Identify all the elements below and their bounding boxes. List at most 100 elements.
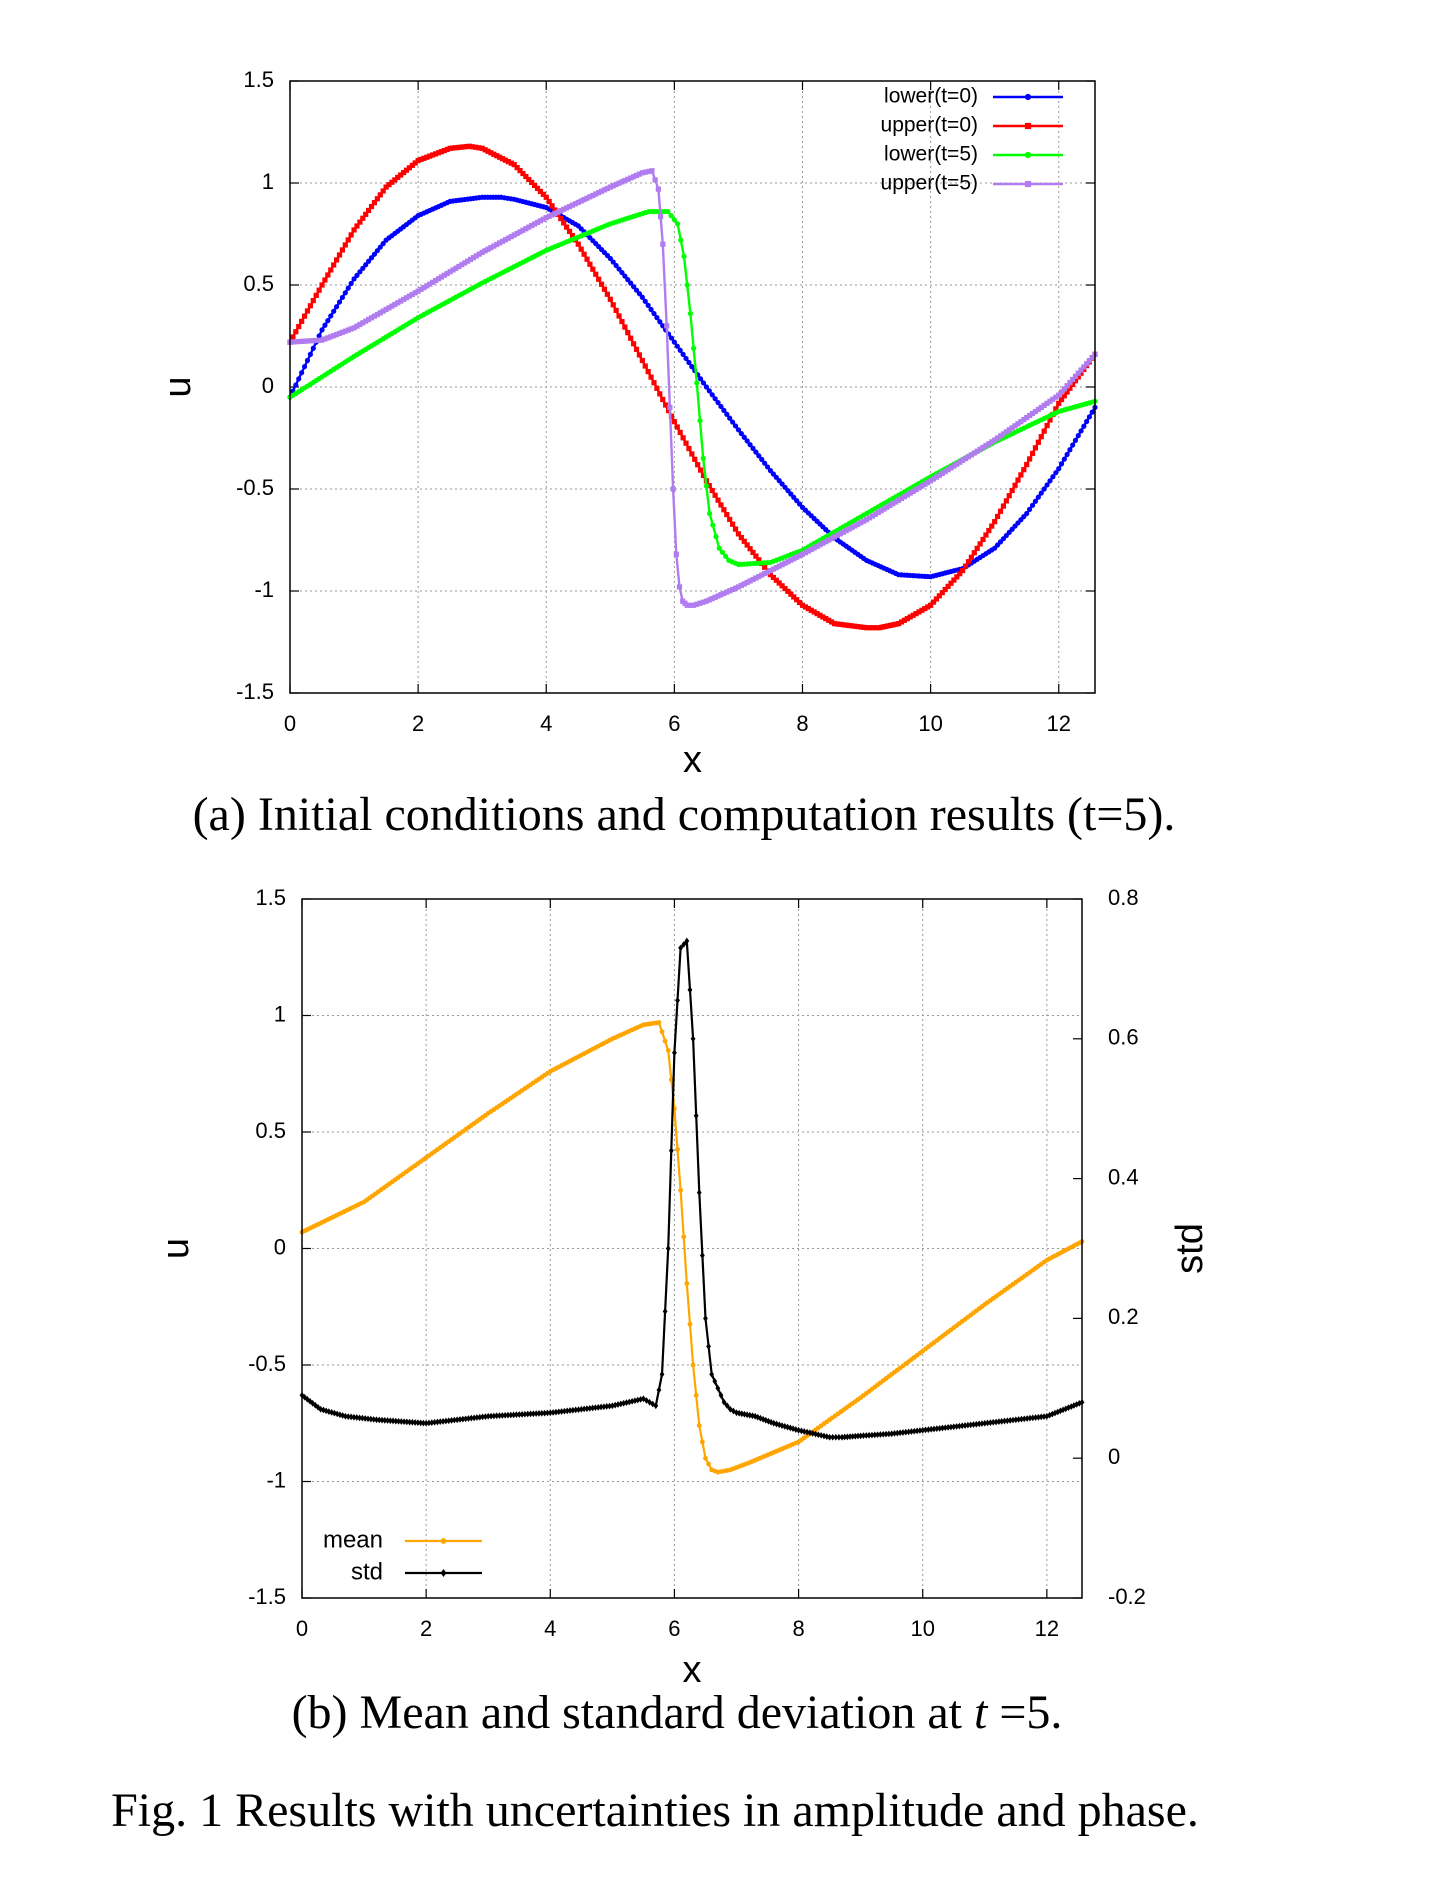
point-upper-t-0 xyxy=(1027,456,1033,462)
point-lower-t-0 xyxy=(732,423,739,429)
point-upper-t-5 xyxy=(735,584,742,590)
point-std xyxy=(440,1417,446,1425)
point-upper-t-5 xyxy=(290,339,296,345)
point-std xyxy=(351,1413,357,1421)
point-std xyxy=(968,1421,974,1429)
point-upper-t-0 xyxy=(808,607,814,613)
point-upper-t-0 xyxy=(590,266,596,272)
point-upper-t-5 xyxy=(616,180,622,186)
point-std xyxy=(376,1416,382,1424)
point-upper-t-5 xyxy=(558,208,564,214)
point-upper-t-5 xyxy=(1061,386,1067,392)
point-upper-t-0 xyxy=(677,429,683,436)
point-std xyxy=(940,1424,945,1432)
point-std xyxy=(818,1431,824,1439)
point-upper-t-5 xyxy=(829,535,835,542)
point-upper-t-5 xyxy=(517,229,523,235)
point-upper-t-0 xyxy=(861,624,867,630)
point-lower-t-0 xyxy=(339,294,346,301)
point-std xyxy=(1057,1407,1063,1415)
point-upper-t-0 xyxy=(453,145,459,151)
point-upper-t-0 xyxy=(663,402,669,408)
point-lower-t-0 xyxy=(642,298,648,304)
point-std xyxy=(415,1419,421,1427)
point-std xyxy=(1027,1414,1033,1422)
point-std xyxy=(559,1408,564,1415)
point-mean xyxy=(656,1020,662,1025)
point-std xyxy=(962,1422,968,1429)
point-std xyxy=(1038,1413,1044,1421)
point-upper-t-0 xyxy=(779,583,785,589)
point-upper-t-0 xyxy=(974,545,980,551)
point-upper-t-5 xyxy=(750,576,756,583)
point-std xyxy=(880,1430,886,1438)
point-upper-t-5 xyxy=(1024,415,1030,421)
point-upper-t-5 xyxy=(1089,354,1095,361)
point-upper-t-5 xyxy=(596,190,602,196)
point-upper-t-5 xyxy=(505,235,511,241)
point-upper-t-5 xyxy=(802,550,809,556)
point-upper-t-0 xyxy=(537,188,544,194)
point-upper-t-0 xyxy=(1038,434,1044,440)
point-upper-t-5 xyxy=(785,559,791,565)
point-upper-t-5 xyxy=(502,237,509,243)
point-mean xyxy=(684,1281,690,1286)
y2-tick-label: -0.2 xyxy=(1108,1584,1146,1609)
point-upper-t-5 xyxy=(1078,367,1084,373)
point-upper-t-0 xyxy=(1061,393,1067,399)
point-upper-t-5 xyxy=(962,455,969,462)
point-upper-t-5 xyxy=(590,192,596,199)
point-upper-t-5 xyxy=(293,339,299,345)
point-std xyxy=(570,1406,576,1414)
point-lower-t-5 xyxy=(707,510,713,517)
point-std xyxy=(312,1401,318,1409)
point-upper-t-0 xyxy=(668,413,675,419)
point-upper-t-0 xyxy=(1041,428,1047,434)
point-upper-t-5 xyxy=(762,570,768,577)
point-upper-t-5 xyxy=(799,551,806,557)
point-upper-t-0 xyxy=(333,257,340,263)
x-tick-label: 8 xyxy=(796,711,808,736)
point-upper-t-5 xyxy=(465,258,471,264)
point-upper-t-5 xyxy=(884,504,890,510)
point-upper-t-0 xyxy=(1067,385,1073,391)
point-upper-t-0 xyxy=(432,151,439,157)
point-upper-t-5 xyxy=(578,198,584,204)
point-upper-t-0 xyxy=(767,572,774,578)
point-upper-t-0 xyxy=(360,215,366,221)
point-lower-t-0 xyxy=(1029,502,1036,508)
point-upper-t-5 xyxy=(808,546,814,553)
point-upper-t-5 xyxy=(721,590,727,597)
point-upper-t-0 xyxy=(299,318,305,324)
point-upper-t-5 xyxy=(738,582,744,589)
y2-tick-label: 0.4 xyxy=(1108,1164,1139,1189)
point-lower-t-5 xyxy=(710,522,716,528)
point-upper-t-5 xyxy=(852,523,858,529)
point-upper-t-0 xyxy=(686,445,692,452)
point-upper-t-5 xyxy=(322,336,328,342)
point-std xyxy=(423,1419,429,1427)
point-std xyxy=(656,1386,662,1394)
legend-label: lower(t=5) xyxy=(884,143,978,166)
point-lower-t-0 xyxy=(319,327,325,333)
point-upper-t-0 xyxy=(395,174,401,181)
point-upper-t-0 xyxy=(654,385,660,391)
y-tick-label: 0 xyxy=(262,373,274,398)
point-upper-t-0 xyxy=(680,435,686,441)
point-upper-t-0 xyxy=(377,192,383,198)
point-upper-t-0 xyxy=(505,159,511,165)
point-upper-t-0 xyxy=(867,625,873,631)
point-std xyxy=(979,1420,985,1427)
point-upper-t-5 xyxy=(438,274,445,280)
point-std xyxy=(703,1315,708,1322)
point-upper-t-5 xyxy=(523,226,529,232)
point-upper-t-5 xyxy=(348,326,354,332)
point-lower-t-0 xyxy=(671,339,677,345)
caption-b-suffix: =5. xyxy=(987,1686,1062,1739)
point-upper-t-0 xyxy=(625,330,631,336)
point-upper-t-0 xyxy=(540,191,546,197)
point-upper-t-5 xyxy=(485,246,491,252)
point-upper-t-5 xyxy=(866,515,873,521)
point-upper-t-0 xyxy=(466,143,472,149)
point-upper-t-5 xyxy=(415,288,421,294)
